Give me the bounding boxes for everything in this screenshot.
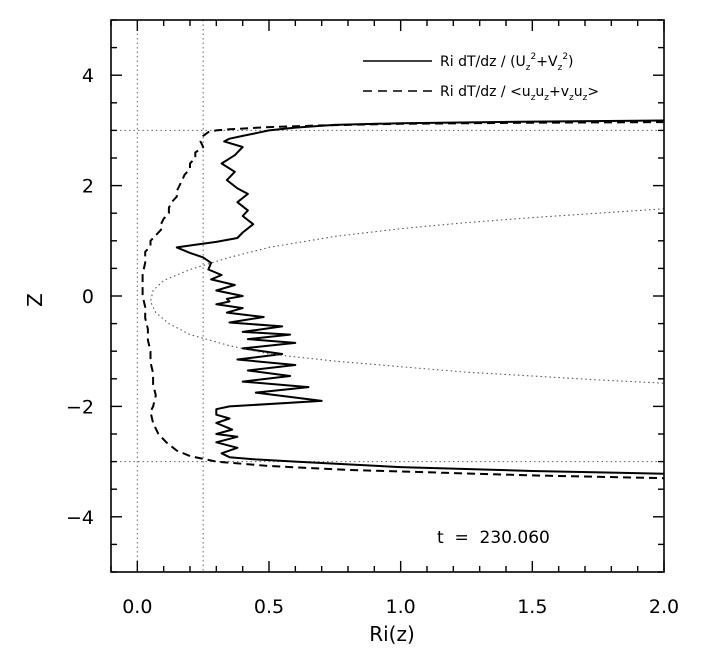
legend-dashed-part3: u — [574, 84, 583, 100]
series-line-dotted — [149, 208, 665, 384]
legend-dashed-part1: u — [535, 84, 544, 100]
legend-solid-sub1: z — [526, 63, 531, 73]
legend-solid-suffix: ) — [568, 54, 573, 70]
series-line-dashed — [141, 121, 665, 480]
x-tick-label: 0.5 — [254, 596, 284, 618]
legend-dashed-part4: > — [587, 84, 599, 100]
legend-dashed-sub3: z — [569, 93, 574, 103]
y-tick-label: 4 — [82, 65, 94, 87]
legend-solid-sup1: 2 — [531, 52, 537, 62]
plot-frame — [110, 19, 665, 573]
tick-labels: 0.0 0.5 1.0 1.5 2.0 −4 −2 0 2 4 — [66, 65, 679, 618]
legend-dashed-sub2: z — [544, 93, 549, 103]
y-tick-label: 2 — [82, 176, 94, 198]
legend-label-dashed: Ri dT/dz / <uzuz+vzuz> — [440, 84, 599, 103]
x-axis-label: Ri(z) — [369, 622, 415, 646]
legend-solid-prefix: Ri dT/dz / (U — [440, 54, 526, 70]
legend: Ri dT/dz / (Uz2+Vz2) Ri dT/dz / <uzuz+vz… — [363, 52, 599, 103]
axis-ticks — [110, 19, 665, 573]
legend-solid-sup2: 2 — [562, 52, 568, 62]
x-tick-label: 0.0 — [122, 596, 152, 618]
legend-dashed-sub1: z — [531, 93, 536, 103]
y-tick-label: −2 — [66, 396, 94, 418]
reference-lines — [111, 20, 664, 572]
y-tick-label: 0 — [82, 286, 94, 308]
legend-label-solid: Ri dT/dz / (Uz2+Vz2) — [440, 52, 574, 73]
legend-solid-sub2: z — [558, 63, 563, 73]
legend-dashed-prefix: Ri dT/dz / <u — [440, 84, 531, 100]
time-annotation: t = 230.060 — [437, 528, 550, 548]
y-tick-label: −4 — [66, 507, 94, 529]
legend-dashed-part2: +v — [549, 84, 569, 100]
legend-dashed-sub4: z — [583, 93, 588, 103]
legend-solid-mid: +V — [536, 54, 558, 70]
series-group — [141, 119, 665, 480]
series-line-solid — [175, 119, 665, 475]
y-axis-label: Z — [23, 293, 47, 307]
x-tick-label: 1.5 — [517, 596, 547, 618]
x-tick-label: 2.0 — [649, 596, 679, 618]
x-tick-label: 1.0 — [386, 596, 416, 618]
